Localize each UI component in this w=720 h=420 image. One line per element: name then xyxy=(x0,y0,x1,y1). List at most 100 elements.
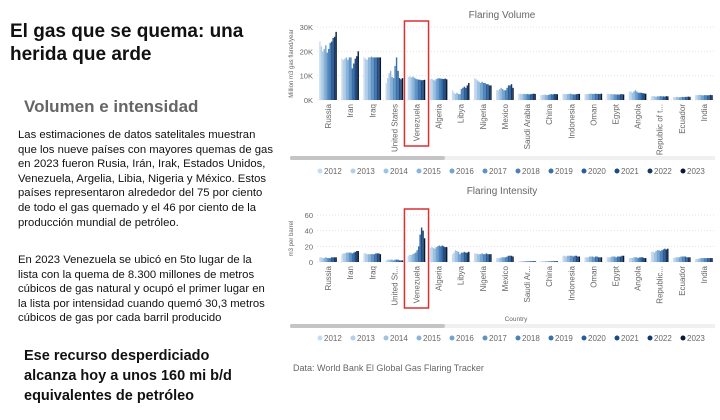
bar xyxy=(379,57,382,100)
bar xyxy=(488,85,491,100)
bar xyxy=(575,255,578,262)
bar xyxy=(345,57,348,100)
bar xyxy=(331,41,333,100)
bar xyxy=(525,94,527,100)
bar xyxy=(440,78,442,100)
bar xyxy=(479,254,482,262)
bar xyxy=(341,58,343,100)
x-tick-label: India xyxy=(700,103,709,121)
bar xyxy=(420,227,423,262)
bar xyxy=(705,95,707,100)
bar xyxy=(633,257,635,262)
bar xyxy=(485,84,488,100)
bar xyxy=(348,57,351,100)
bar xyxy=(342,59,345,100)
bar xyxy=(431,78,433,100)
bar xyxy=(637,92,640,100)
legend-label: 2020 xyxy=(588,167,606,176)
bar xyxy=(619,256,622,262)
bar xyxy=(503,257,505,262)
bar xyxy=(435,79,438,100)
bar xyxy=(571,255,573,262)
bar xyxy=(372,57,374,100)
bar xyxy=(504,257,507,262)
bar xyxy=(462,252,464,262)
legend-label: 2014 xyxy=(390,334,408,343)
bar xyxy=(370,56,373,100)
bar xyxy=(546,261,548,262)
bar xyxy=(684,96,687,100)
bar xyxy=(412,76,414,100)
bar xyxy=(319,41,321,100)
bar xyxy=(578,93,581,100)
bar xyxy=(572,94,575,100)
bar xyxy=(644,258,647,262)
bar xyxy=(667,96,669,100)
bar xyxy=(650,96,653,100)
x-tick-label: Angola xyxy=(634,265,643,290)
bar xyxy=(409,76,411,100)
bar xyxy=(678,257,681,262)
bar xyxy=(459,94,461,100)
bar xyxy=(518,261,520,262)
bar xyxy=(621,94,623,100)
bar xyxy=(496,90,498,100)
bar xyxy=(456,251,458,262)
bar xyxy=(434,80,436,100)
bar xyxy=(416,79,418,100)
bar xyxy=(530,94,532,100)
y-tick-label: 60 xyxy=(305,211,313,220)
bar xyxy=(544,261,547,262)
bar xyxy=(653,96,656,100)
legend-swatch xyxy=(680,168,686,174)
bar xyxy=(706,95,709,100)
x-tick-label: Russia xyxy=(324,265,333,290)
bar xyxy=(490,254,492,262)
bar xyxy=(484,254,486,262)
scrollbar-track xyxy=(290,156,715,160)
bar xyxy=(522,261,525,262)
bar xyxy=(363,57,365,100)
legend-label: 2014 xyxy=(390,167,408,176)
bar xyxy=(594,93,597,100)
bar xyxy=(325,257,327,262)
bar xyxy=(577,256,579,262)
bar xyxy=(392,78,395,100)
legend-swatch xyxy=(317,168,323,174)
x-tick-label: Iran xyxy=(346,266,355,280)
x-tick-label: United St... xyxy=(390,266,399,306)
bar xyxy=(534,93,536,100)
bar xyxy=(394,259,396,262)
bar xyxy=(584,257,586,262)
bar xyxy=(420,80,423,100)
bar xyxy=(350,252,352,262)
bar xyxy=(681,256,684,262)
bar xyxy=(639,92,641,100)
bar xyxy=(323,48,326,100)
bar xyxy=(445,79,448,100)
bar xyxy=(410,254,413,262)
bar xyxy=(674,97,676,100)
bar xyxy=(577,93,579,100)
bar xyxy=(510,84,513,100)
bar xyxy=(652,96,654,100)
x-tick-label: Indonesia xyxy=(567,103,576,138)
bar xyxy=(392,260,395,262)
bar xyxy=(422,80,424,100)
bar xyxy=(344,58,346,100)
legend-swatch xyxy=(680,335,686,341)
bar xyxy=(677,97,679,100)
bar xyxy=(499,258,501,262)
bar xyxy=(333,36,336,100)
legend-label: 2019 xyxy=(555,167,573,176)
bar xyxy=(331,257,333,262)
y-tick-label: 0 xyxy=(309,258,313,267)
bar xyxy=(322,258,324,262)
bar xyxy=(463,86,466,100)
bar xyxy=(465,87,467,100)
y-tick-label: 10K xyxy=(300,72,313,81)
bar xyxy=(328,258,330,262)
bar xyxy=(375,253,377,262)
bar xyxy=(367,57,370,100)
bar xyxy=(466,85,469,100)
